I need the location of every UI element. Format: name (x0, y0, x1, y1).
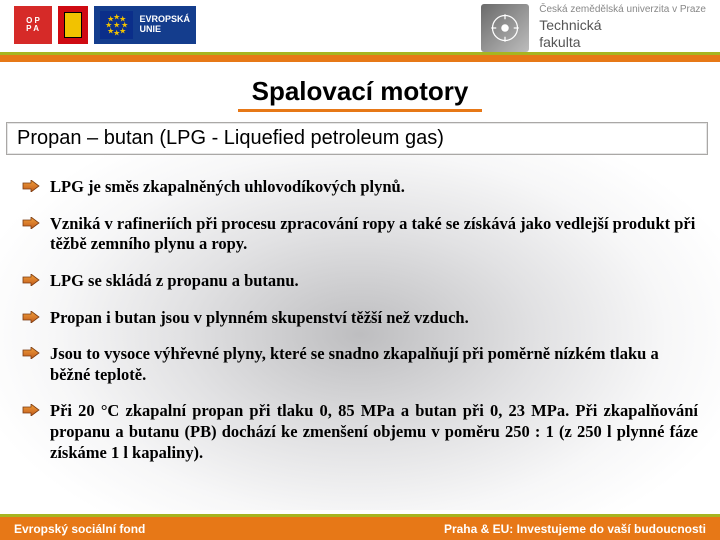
eu-logo: EVROPSKÁUNIE (94, 6, 196, 44)
bullet-arrow-icon (22, 217, 40, 229)
logos-left: O PP A EVROPSKÁUNIE (14, 6, 196, 44)
bullet-list: LPG je směs zkapalněných uhlovodíkových … (0, 161, 720, 463)
subtitle-text: Propan – butan (LPG - Liquefied petroleu… (17, 127, 444, 149)
list-item-text: LPG se skládá z propanu a butanu. (50, 271, 299, 292)
list-item-text: Při 20 °C zkapalní propan při tlaku 0, 8… (50, 401, 698, 463)
list-item-text: Propan i butan jsou v plynném skupenství… (50, 308, 469, 329)
tf-badge-icon (481, 4, 529, 52)
bullet-arrow-icon (22, 180, 40, 192)
page-title: Spalovací motory (238, 74, 483, 112)
list-item: Propan i butan jsou v plynném skupenství… (22, 308, 698, 329)
list-item-text: Jsou to vysoce výhřevné plyny, které se … (50, 344, 698, 385)
list-item: LPG je směs zkapalněných uhlovodíkových … (22, 177, 698, 198)
list-item: Při 20 °C zkapalní propan při tlaku 0, 8… (22, 401, 698, 463)
footer-right: Praha & EU: Investujeme do vaší budoucno… (444, 522, 706, 536)
oppa-label: O PP A (26, 17, 40, 33)
list-item: Vzniká v rafineriích při procesu zpracov… (22, 214, 698, 255)
footer-left: Evropský sociální fond (14, 522, 145, 536)
list-item-text: Vzniká v rafineriích při procesu zpracov… (50, 214, 698, 255)
oppa-logo: O PP A (14, 6, 52, 44)
bullet-arrow-icon (22, 404, 40, 416)
eu-flag-icon (100, 11, 133, 39)
tf-text: Česká zemědělská univerzita v Praze Tech… (539, 4, 706, 52)
praha-logo (58, 6, 88, 44)
uni-line3: fakulta (539, 34, 706, 52)
list-item: Jsou to vysoce výhřevné plyny, které se … (22, 344, 698, 385)
logos-right: Česká zemědělská univerzita v Praze Tech… (481, 4, 706, 52)
uni-line2: Technická (539, 17, 706, 35)
bullet-arrow-icon (22, 311, 40, 323)
list-item-text: LPG je směs zkapalněných uhlovodíkových … (50, 177, 405, 198)
title-wrap: Spalovací motory (0, 64, 720, 112)
bullet-arrow-icon (22, 347, 40, 359)
header: O PP A EVROPSKÁUNIE Česká zemědělská uni… (0, 0, 720, 64)
list-item: LPG se skládá z propanu a butanu. (22, 271, 698, 292)
header-divider (0, 52, 720, 62)
uni-line1: Česká zemědělská univerzita v Praze (539, 4, 706, 17)
bullet-arrow-icon (22, 274, 40, 286)
subtitle-box: Propan – butan (LPG - Liquefied petroleu… (6, 122, 708, 155)
footer: Evropský sociální fond Praha & EU: Inves… (0, 514, 720, 540)
eu-label: EVROPSKÁUNIE (139, 15, 190, 35)
